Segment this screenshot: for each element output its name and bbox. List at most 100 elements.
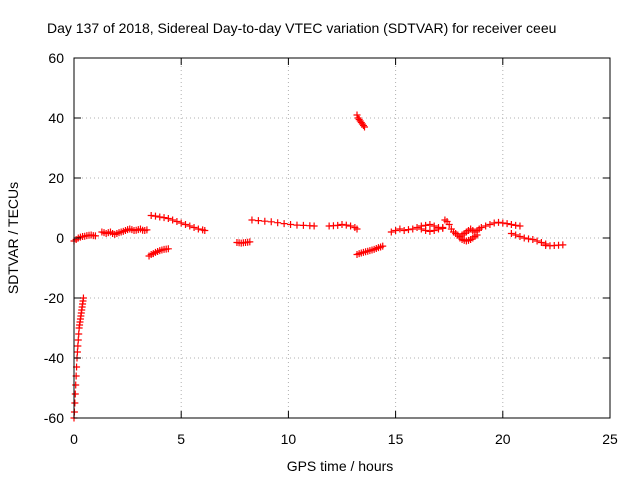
data-point [160, 214, 168, 222]
data-point [359, 122, 367, 129]
x-tick-label: 15 [388, 431, 404, 447]
data-point [75, 330, 83, 338]
data-point [181, 221, 189, 228]
y-axis-label: SDTVAR / TECUs [5, 182, 21, 294]
data-point [361, 123, 369, 131]
y-tick-label: -20 [44, 290, 64, 306]
data-point [246, 238, 254, 246]
data-point [422, 227, 430, 234]
x-tick-label: 5 [177, 431, 185, 447]
data-point [91, 232, 99, 240]
axis-ticks [73, 57, 611, 419]
data-point [79, 294, 87, 302]
series-arc-6 [233, 238, 254, 247]
grid-lines [74, 58, 610, 418]
data-point [507, 221, 515, 228]
y-tick-label: -40 [44, 350, 64, 366]
data-point [342, 221, 350, 229]
data-point [529, 236, 537, 243]
data-point [274, 219, 282, 227]
series-arc-12 [417, 224, 447, 235]
series-arc-15 [477, 218, 524, 231]
data-point [439, 224, 447, 231]
data-point [413, 224, 421, 231]
data-point [473, 231, 481, 239]
series-arc-1 [70, 294, 87, 422]
data-point [151, 212, 159, 220]
data-point [164, 215, 172, 222]
data-point [173, 218, 181, 225]
data-point [287, 221, 295, 228]
data-point [430, 227, 438, 234]
series-arc-5 [147, 212, 209, 234]
data-point [445, 221, 453, 228]
data-point [74, 342, 82, 350]
data-point [347, 222, 355, 230]
series-arc-8 [325, 221, 361, 233]
data-point [512, 231, 520, 239]
data-point [164, 245, 172, 253]
series-arc-17 [542, 241, 567, 250]
data-point [477, 224, 485, 231]
y-tick-label: 0 [56, 230, 64, 246]
data-point [392, 227, 400, 234]
data-point [379, 242, 387, 250]
x-tick-labels: 0 5 10 15 20 25 [70, 431, 618, 447]
series-arc-7 [248, 216, 318, 230]
y-tick-label: 20 [48, 170, 64, 186]
data-point [503, 220, 511, 228]
data-point [267, 218, 275, 226]
data-point [177, 219, 185, 227]
data-point [299, 221, 307, 229]
chart-title: Day 137 of 2018, Sidereal Day-to-day VTE… [47, 20, 556, 36]
data-point [486, 221, 494, 228]
y-tick-label: 40 [48, 110, 64, 126]
data-point [482, 222, 490, 230]
data-point [353, 111, 361, 119]
data-point [71, 390, 79, 398]
data-point [261, 217, 269, 225]
data-point [533, 237, 541, 245]
series-arc-14 [456, 231, 481, 245]
data-point [280, 220, 288, 228]
data-point [248, 216, 256, 224]
data-point [310, 222, 318, 230]
data-point [537, 239, 545, 246]
y-tick-label: -60 [44, 410, 64, 426]
series-arc-16 [507, 230, 550, 248]
x-tick-label: 0 [70, 431, 78, 447]
data-point [507, 230, 515, 237]
data-point [516, 233, 524, 240]
data-point [409, 225, 417, 233]
y-tick-label: 60 [48, 50, 64, 66]
data-point [426, 227, 434, 235]
data-point [520, 234, 528, 242]
series-arc-13 [441, 216, 483, 240]
data-point [293, 221, 301, 229]
series-arc-10 [353, 242, 387, 258]
data-point [169, 216, 177, 224]
data-point [387, 228, 395, 236]
data-point [334, 221, 342, 229]
x-tick-label: 10 [281, 431, 297, 447]
series-arc-11 [387, 221, 447, 236]
x-axis-label: GPS time / hours [287, 458, 394, 474]
data-point [254, 217, 262, 225]
data-points [70, 111, 567, 422]
data-point [73, 348, 81, 356]
series-arc-3 [98, 225, 151, 238]
x-tick-label: 25 [602, 431, 618, 447]
data-point [353, 225, 361, 233]
data-point [434, 225, 442, 233]
data-point [72, 381, 80, 389]
y-tick-labels: -60 -40 -20 0 20 40 60 [44, 50, 64, 426]
data-point [516, 222, 524, 230]
data-point [190, 224, 198, 231]
data-point [396, 225, 404, 233]
data-point [143, 226, 151, 234]
x-tick-label: 20 [495, 431, 511, 447]
data-point [186, 222, 194, 230]
data-point [426, 221, 434, 228]
data-point [71, 399, 79, 407]
series-arc-9 [353, 111, 369, 131]
